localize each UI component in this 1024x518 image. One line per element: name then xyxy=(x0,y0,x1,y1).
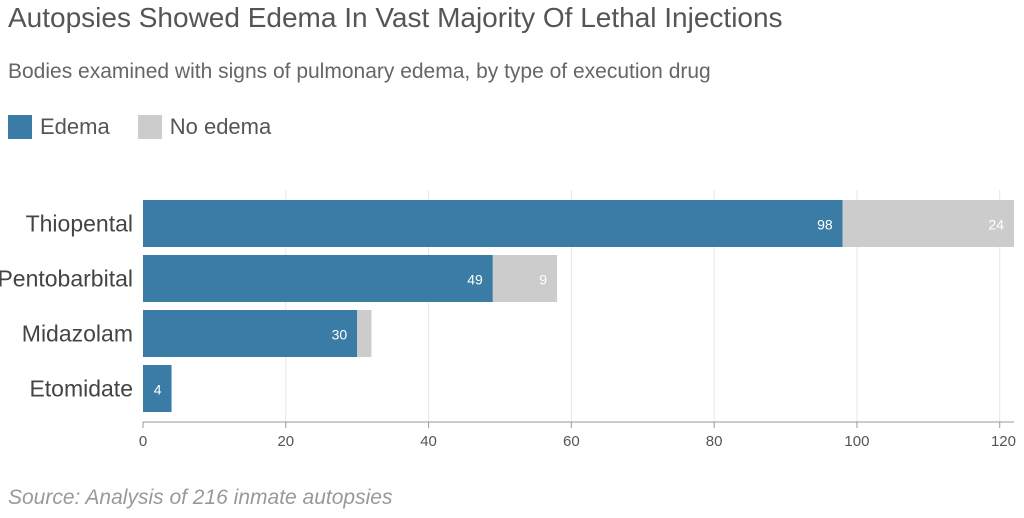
category-label-thiopental: Thiopental xyxy=(26,211,133,237)
bar-midazolam-no-edema xyxy=(357,310,372,357)
x-tick-label-20: 20 xyxy=(277,433,294,450)
x-tick-label-60: 60 xyxy=(563,433,580,450)
x-tick-label-80: 80 xyxy=(706,433,723,450)
legend-item-edema: Edema xyxy=(8,114,110,140)
bar-pentobarbital-edema xyxy=(143,255,493,302)
source-note: Source: Analysis of 216 inmate autopsies xyxy=(8,486,393,509)
legend: Edema No edema xyxy=(8,114,299,140)
chart-subtitle: Bodies examined with signs of pulmonary … xyxy=(8,60,711,83)
x-tick-label-40: 40 xyxy=(420,433,437,450)
legend-item-no-edema: No edema xyxy=(137,114,272,140)
bar-thiopental-no-edema xyxy=(842,200,1014,247)
legend-label-edema: Edema xyxy=(40,114,110,139)
chart-title: Autopsies Showed Edema In Vast Majority … xyxy=(8,2,783,33)
legend-swatch-edema xyxy=(8,115,32,139)
data-label-pentobarbital-no-edema: 9 xyxy=(539,272,547,288)
x-tick-label-120: 120 xyxy=(991,433,1016,450)
x-tick-label-100: 100 xyxy=(844,433,869,450)
category-label-etomidate: Etomidate xyxy=(29,376,133,402)
legend-swatch-no-edema xyxy=(137,115,162,139)
data-label-pentobarbital-edema: 49 xyxy=(467,272,483,288)
bar-etomidate-edema xyxy=(143,365,172,412)
bar-thiopental-edema xyxy=(143,200,843,247)
bar-midazolam-edema xyxy=(143,310,358,357)
data-label-etomidate-edema: 4 xyxy=(154,382,162,398)
x-tick-label-0: 0 xyxy=(139,433,147,450)
category-label-pentobarbital: Pentobarbital xyxy=(0,266,133,292)
bar-pentobarbital-no-edema xyxy=(492,255,558,302)
category-label-midazolam: Midazolam xyxy=(22,321,133,347)
legend-label-no-edema: No edema xyxy=(169,114,272,139)
data-label-midazolam-edema: 30 xyxy=(332,327,348,343)
data-label-thiopental-edema: 98 xyxy=(817,217,833,233)
data-label-thiopental-no-edema: 24 xyxy=(988,217,1004,233)
